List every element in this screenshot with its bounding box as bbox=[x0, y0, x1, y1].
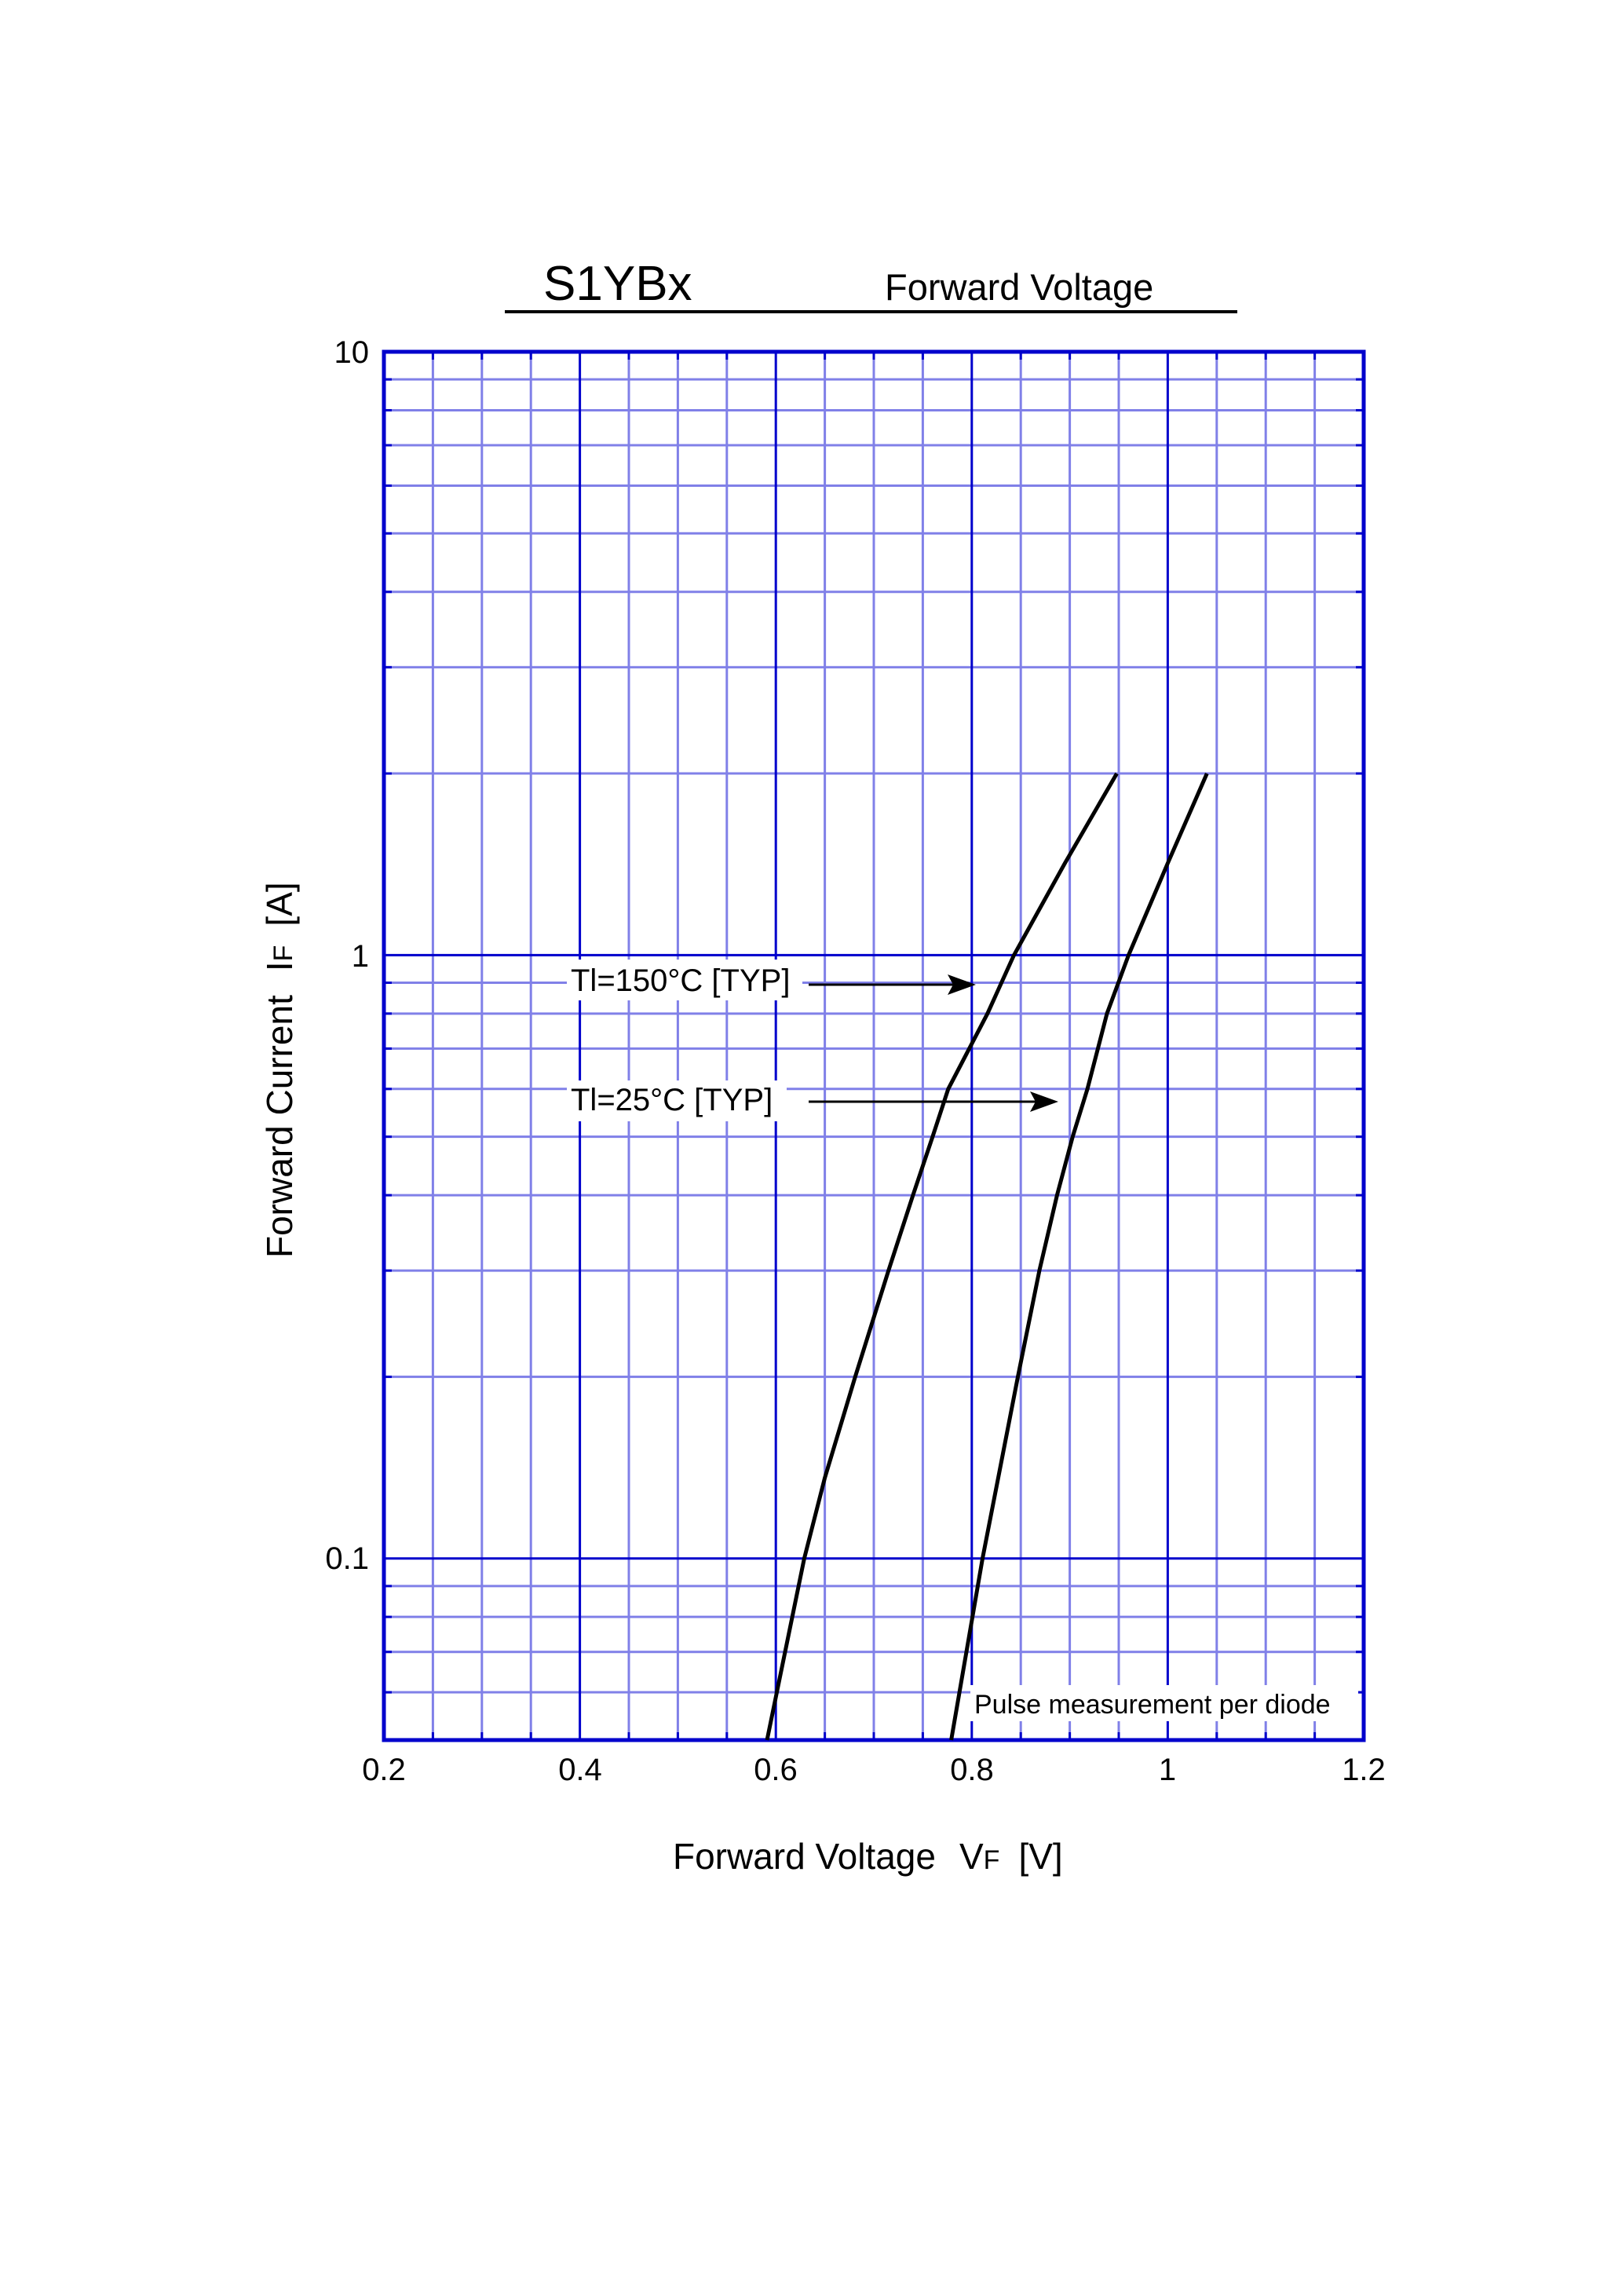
grid-minor-lines bbox=[384, 352, 1364, 1740]
annotation-bg-25 bbox=[567, 1080, 787, 1121]
plot-frame bbox=[382, 349, 1366, 1742]
note-bg bbox=[970, 1685, 1358, 1721]
curve-150c bbox=[765, 772, 1119, 1741]
y-axis-symbol: I bbox=[259, 961, 300, 971]
x-tick-1: 1 bbox=[1159, 1753, 1176, 1787]
y-tick-1: 1 bbox=[352, 939, 369, 974]
x-tick-0-4: 0.4 bbox=[558, 1753, 602, 1787]
arrow-150-head-icon bbox=[948, 974, 976, 995]
x-tick-0-2: 0.2 bbox=[362, 1753, 406, 1787]
x-tick-0-8: 0.8 bbox=[950, 1753, 994, 1787]
arrow-25-head-icon bbox=[1030, 1091, 1058, 1112]
x-axis-unit: [V] bbox=[1018, 1836, 1062, 1877]
chart-title-part-number: S1YBx bbox=[543, 257, 692, 311]
x-tick-1-2: 1.2 bbox=[1342, 1753, 1386, 1787]
chart-title-subtitle: Forward Voltage bbox=[885, 266, 1153, 308]
x-tick-0-6: 0.6 bbox=[754, 1753, 798, 1787]
y-axis-unit: [A] bbox=[259, 882, 300, 926]
y-axis-symbol-sub: F bbox=[269, 945, 298, 962]
y-tick-0-1: 0.1 bbox=[325, 1541, 369, 1576]
curve-25c bbox=[949, 773, 1209, 1741]
x-axis-symbol: V bbox=[959, 1836, 984, 1877]
x-axis-title: Forward Voltage VF [V] bbox=[673, 1836, 1063, 1877]
annotation-150c: Tl=150°C [TYP] bbox=[571, 963, 790, 998]
x-axis-symbol-sub: F bbox=[984, 1845, 1000, 1875]
y-tick-10: 10 bbox=[334, 335, 370, 370]
y-axis-title: Forward Current IF [A] bbox=[259, 882, 300, 1258]
y-axis-title-text: Forward Current bbox=[259, 995, 300, 1258]
grid-major-lines bbox=[384, 352, 1364, 1740]
measurement-note: Pulse measurement per diode bbox=[974, 1690, 1331, 1720]
annotation-25c: Tl=25°C [TYP] bbox=[571, 1083, 773, 1117]
x-axis-title-text: Forward Voltage bbox=[673, 1836, 936, 1877]
annotation-bg-150 bbox=[567, 960, 802, 1000]
